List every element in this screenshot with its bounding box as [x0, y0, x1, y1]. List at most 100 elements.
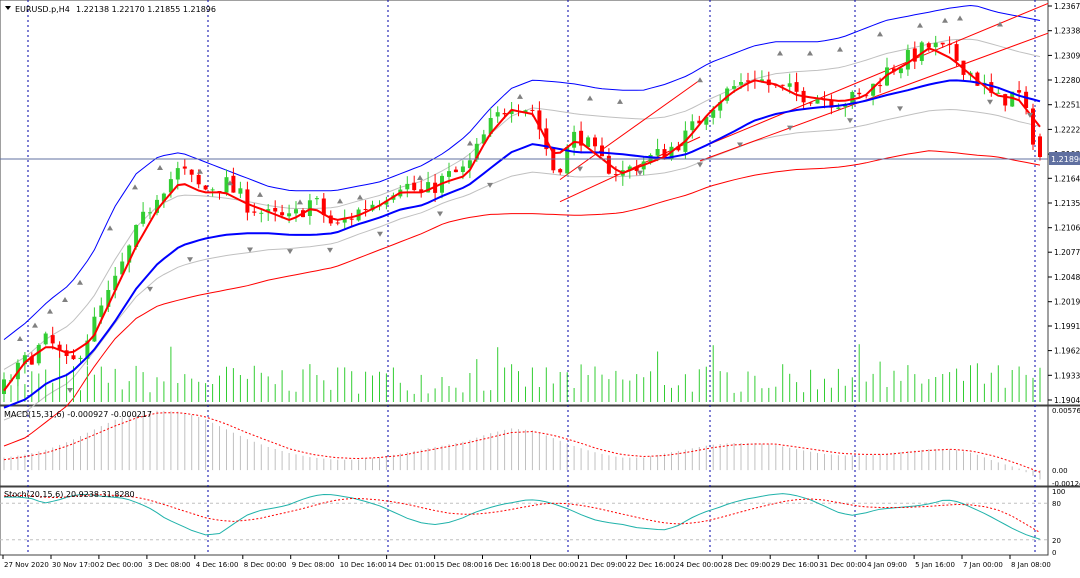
bull-candle — [370, 204, 375, 211]
bear-candle — [412, 182, 417, 191]
fractal-up-marker — [32, 322, 38, 328]
bull-candle — [460, 166, 465, 172]
bear-candle — [203, 185, 208, 190]
price-tick-label: 1.22800 — [1054, 76, 1080, 85]
bull-candle — [307, 200, 312, 216]
bear-candle — [947, 43, 952, 45]
bear-candle — [273, 208, 278, 212]
bear-candle — [363, 209, 368, 210]
bull-candle — [99, 305, 104, 317]
fractal-down-marker — [487, 182, 493, 188]
time-tick-label: 4 Dec 16:00 — [196, 561, 239, 569]
bear-candle — [1038, 136, 1042, 157]
fractal-up-marker — [17, 335, 23, 341]
bull-candle — [224, 177, 229, 193]
price-tick-label: 1.20485 — [1054, 273, 1080, 282]
current-price-tag — [1049, 152, 1080, 165]
bear-candle — [780, 84, 785, 86]
fractal-down-marker — [1027, 112, 1033, 118]
bear-candle — [189, 169, 194, 175]
bear-candle — [697, 120, 702, 124]
bull-candle — [2, 379, 6, 394]
time-tick-label: 15 Dec 08:00 — [436, 561, 483, 569]
bull-candle — [148, 212, 152, 214]
bear-candle — [245, 189, 250, 213]
fractal-down-marker — [577, 166, 583, 172]
bull-candle — [836, 107, 841, 109]
bull-candle — [523, 110, 528, 113]
stoch-signal-line — [3, 494, 1041, 533]
bear-candle — [600, 145, 604, 157]
bear-candle — [349, 218, 354, 220]
bull-candle — [342, 219, 347, 223]
fractal-up-marker — [257, 191, 263, 197]
price-tick-label: 1.21355 — [1054, 199, 1080, 208]
bull-candle — [572, 131, 577, 148]
bear-candle — [182, 166, 187, 169]
stoch-main-line — [4, 493, 1041, 540]
bull-candle — [384, 200, 389, 205]
fractal-up-marker — [997, 21, 1003, 27]
bull-candle — [474, 143, 479, 160]
fractal-up-marker — [617, 98, 623, 104]
bull-candle — [850, 92, 855, 105]
time-tick-label: 24 Dec 00:00 — [675, 561, 722, 569]
bear-candle — [989, 82, 994, 93]
bear-candle — [746, 80, 750, 82]
bear-candle — [453, 169, 458, 173]
bear-candle — [57, 344, 62, 351]
dropdown-triangle-icon[interactable] — [5, 6, 11, 10]
bull-candle — [467, 160, 472, 169]
time-tick-label: 31 Dec 00:00 — [819, 561, 866, 569]
price-tick-label: 1.19620 — [1054, 347, 1080, 356]
time-tick-label: 30 Nov 17:00 — [52, 561, 99, 569]
time-tick-label: 9 Dec 08:00 — [292, 561, 335, 569]
fractal-down-marker — [247, 247, 253, 253]
bear-candle — [613, 174, 618, 176]
bull-candle — [933, 42, 938, 48]
fractal-down-marker — [437, 211, 443, 217]
trend-channel-line — [559, 79, 701, 181]
fractal-down-marker — [987, 99, 993, 105]
bear-candle — [1024, 91, 1029, 108]
bull-candle — [85, 340, 90, 359]
bull-candle — [732, 86, 737, 89]
fractal-up-marker — [837, 46, 843, 52]
fractal-up-marker — [517, 93, 523, 99]
fractal-up-marker — [132, 184, 138, 190]
bull-candle — [885, 67, 889, 86]
bull-candle — [704, 116, 709, 125]
upper-band-line — [3, 4, 1041, 340]
bear-candle — [808, 102, 813, 104]
bull-candle — [314, 198, 319, 200]
bull-candle — [565, 147, 570, 174]
bear-candle — [1017, 90, 1022, 93]
bear-candle — [829, 100, 834, 108]
bear-candle — [926, 43, 931, 48]
bear-candle — [676, 146, 681, 151]
fractal-up-marker — [62, 296, 68, 302]
time-tick-label: 29 Dec 16:00 — [771, 561, 818, 569]
bull-candle — [718, 102, 723, 111]
fractal-up-marker — [157, 165, 163, 171]
symbol-label: EURUSD.p,H4 — [15, 5, 70, 14]
price-tick-label: 1.20195 — [1054, 298, 1080, 307]
fractal-down-marker — [897, 106, 903, 112]
fractal-down-marker — [187, 257, 193, 263]
bull-candle — [905, 49, 910, 70]
bull-candle — [655, 149, 660, 156]
bull-candle — [1010, 91, 1015, 107]
stoch-tick-label: 80 — [1052, 500, 1061, 508]
fractal-down-marker — [327, 247, 333, 253]
bull-candle — [106, 290, 111, 307]
bear-candle — [912, 48, 917, 62]
bull-candle — [426, 182, 431, 193]
fractal-up-marker — [697, 77, 703, 83]
bear-candle — [537, 110, 542, 130]
bear-candle — [634, 167, 639, 171]
bear-candle — [321, 198, 326, 216]
fractal-up-marker — [777, 50, 783, 56]
